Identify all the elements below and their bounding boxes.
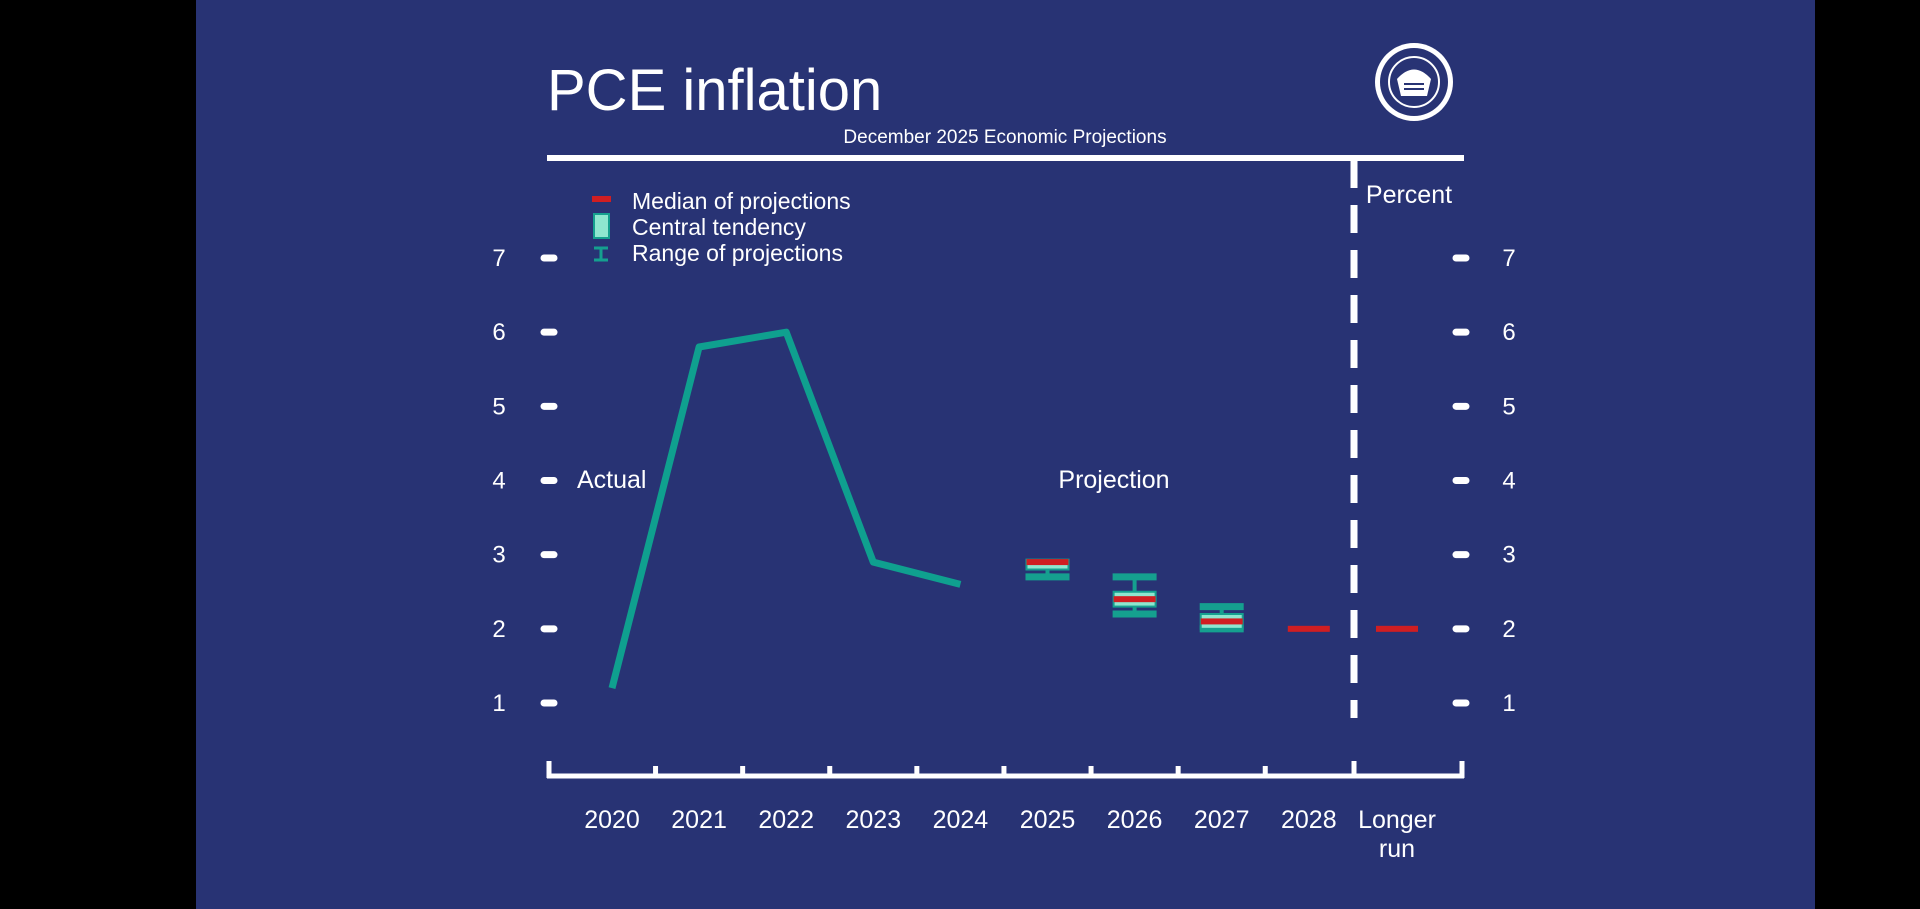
x-tick-label: 2023 xyxy=(845,806,901,834)
chart-subtitle: December 2025 Economic Projections xyxy=(843,127,1166,148)
y-tick-label-right: 2 xyxy=(1502,616,1515,643)
projection-longer-run xyxy=(1376,625,1418,632)
y-axis-label: Percent xyxy=(1366,181,1452,209)
projection-2026 xyxy=(1112,573,1157,618)
median-marker xyxy=(1113,596,1156,603)
legend-central-tendency-marker xyxy=(593,213,610,239)
actual-line xyxy=(608,328,962,690)
projection-2028 xyxy=(1287,625,1330,632)
y-tick-label-left: 1 xyxy=(492,690,505,717)
y-tick-label-right: 6 xyxy=(1502,319,1515,346)
y-tick-label-left: 6 xyxy=(492,319,505,346)
median-marker xyxy=(1200,618,1243,625)
annotation-projection: Projection xyxy=(1058,466,1169,494)
y-tick-label-left: 2 xyxy=(492,616,505,643)
x-tick-label: 2026 xyxy=(1107,806,1163,834)
x-axis-labels: 2020 2021 2022 2023 2024 2025 2026 2027 2028 Long… xyxy=(584,806,1436,863)
y-tick-label-right: 7 xyxy=(1502,245,1515,272)
legend-range-label: Range of projections xyxy=(632,240,843,266)
chart-title: PCE inflation xyxy=(547,58,882,123)
y-tick-label-left: 5 xyxy=(492,393,505,420)
x-axis-ticks xyxy=(653,766,1268,778)
projection-2027 xyxy=(1199,603,1244,633)
y-axis-left: 1 2 3 4 5 6 7 xyxy=(492,245,558,717)
y-tick-label-right: 1 xyxy=(1502,690,1515,717)
x-tick-label: 2027 xyxy=(1194,806,1250,834)
y-tick-label-right: 3 xyxy=(1502,542,1515,569)
x-tick-label: 2020 xyxy=(584,806,640,834)
y-axis-right: 1 2 3 4 5 6 7 xyxy=(1452,245,1516,717)
y-tick-label-right: 4 xyxy=(1502,468,1515,495)
median-marker xyxy=(1287,625,1330,632)
x-tick-label: 2025 xyxy=(1020,806,1076,834)
projection-series xyxy=(1025,558,1418,633)
projection-2025 xyxy=(1025,558,1070,581)
y-tick-label-left: 7 xyxy=(492,245,505,272)
legend-median-label: Median of projections xyxy=(632,188,851,214)
annotation-actual: Actual xyxy=(577,466,646,494)
y-tick-label-left: 4 xyxy=(492,468,505,495)
x-tick-label: 2022 xyxy=(758,806,814,834)
median-marker xyxy=(1026,559,1069,566)
legend-median-marker xyxy=(592,196,611,202)
legend-range-marker xyxy=(594,246,608,262)
y-tick-label-left: 3 xyxy=(492,542,505,569)
x-tick-label: 2028 xyxy=(1281,806,1337,834)
actual-series xyxy=(608,328,962,690)
legend: Median of projections Central tendency R… xyxy=(592,188,851,266)
legend-central-tendency-label: Central tendency xyxy=(632,214,806,240)
x-tick-label: 2021 xyxy=(671,806,727,834)
federal-reserve-seal-icon xyxy=(1375,43,1453,121)
x-tick-label: 2024 xyxy=(933,806,989,834)
slide-background xyxy=(196,0,1815,909)
median-marker xyxy=(1376,625,1418,632)
x-tick-label: Longer run xyxy=(1358,806,1436,863)
y-tick-label-right: 5 xyxy=(1502,393,1515,420)
